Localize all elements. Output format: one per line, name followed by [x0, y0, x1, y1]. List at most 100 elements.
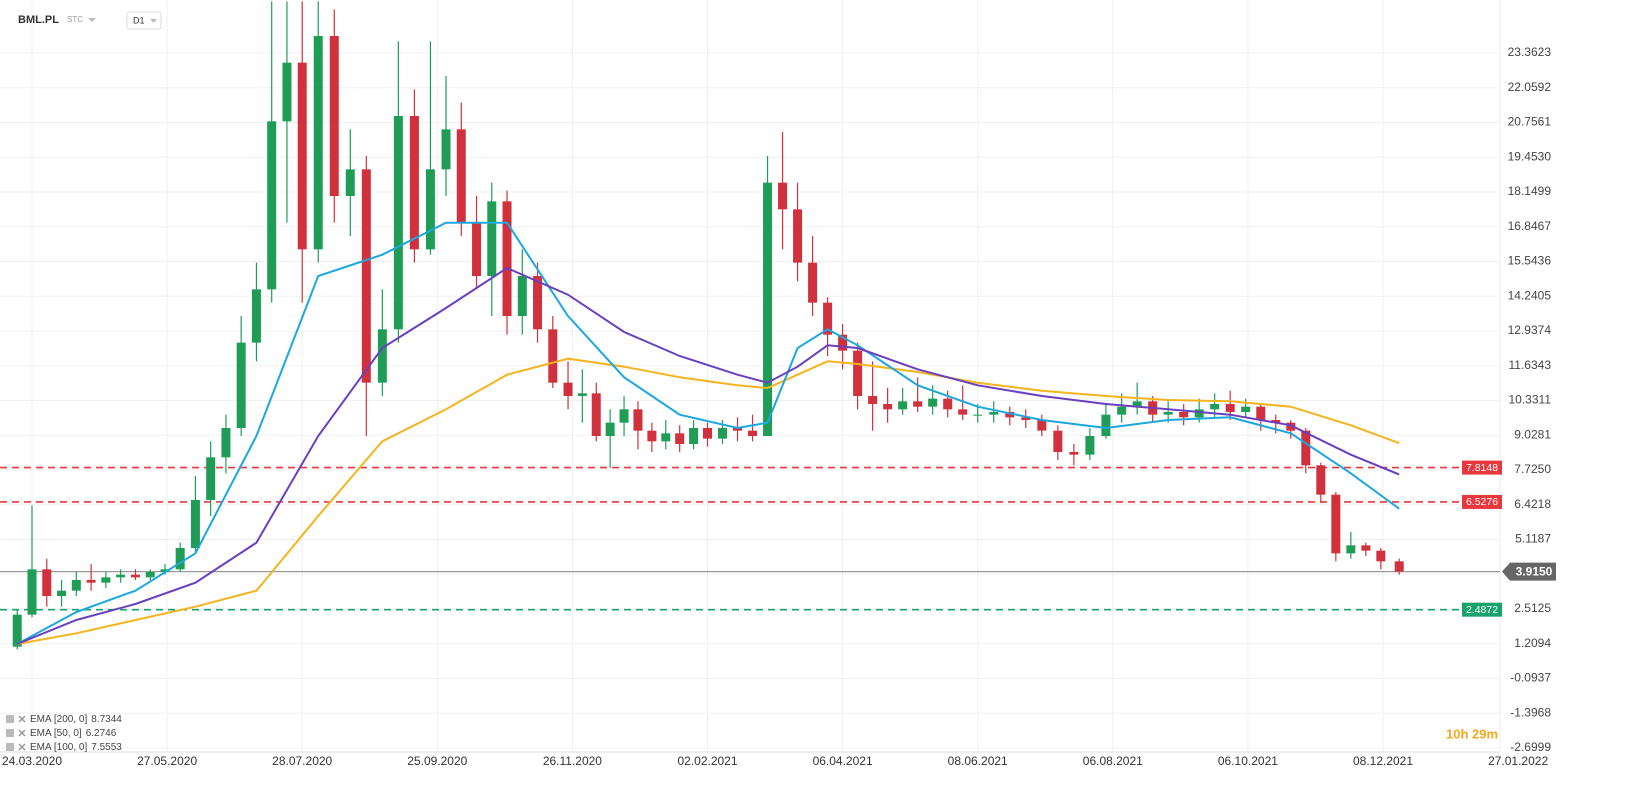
candle-body	[71, 580, 81, 591]
candle-body	[958, 409, 968, 415]
candle-body	[1346, 545, 1356, 554]
y-tick-label: 2.5125	[1514, 601, 1551, 615]
candle-body	[1132, 401, 1142, 407]
candle-body	[393, 116, 403, 330]
candle-body	[1394, 561, 1404, 572]
plot-area	[0, 1, 1500, 650]
candle-body	[748, 430, 758, 436]
legend-entry: EMA [200, 0] 8.7344	[30, 714, 122, 725]
candle-body	[943, 398, 953, 410]
candle-body	[533, 276, 543, 330]
market[interactable]: STC	[67, 15, 83, 24]
candle-body	[130, 574, 140, 578]
legend-close[interactable]	[18, 729, 26, 737]
candle-body	[633, 409, 643, 431]
x-tick-label: 26.11.2020	[543, 754, 602, 768]
y-tick-label: 15.5436	[1508, 254, 1552, 268]
x-tick-label: 25.09.2020	[407, 754, 467, 768]
candle-body	[487, 201, 497, 276]
candle-body	[808, 262, 818, 303]
legend-name: EMA [100, 0]	[30, 742, 87, 753]
y-tick-label: 20.7561	[1508, 115, 1552, 129]
level-label: 7.8148	[1466, 462, 1498, 474]
candle-body	[868, 396, 878, 404]
y-tick-label: 11.6343	[1509, 358, 1552, 372]
candle-body	[297, 62, 307, 250]
x-tick-label: 27.01.2022	[1488, 754, 1548, 768]
ema-line	[16, 221, 1400, 645]
y-tick-label: 22.0592	[1508, 80, 1552, 94]
legend-name: EMA [50, 0]	[30, 728, 82, 739]
candle-body	[27, 569, 37, 615]
candle-body	[1376, 550, 1386, 562]
x-tick-label: 28.07.2020	[272, 754, 332, 768]
candle-body	[1163, 412, 1173, 415]
candle-body	[1179, 412, 1189, 418]
candle-body	[1316, 465, 1326, 495]
x-tick-label: 08.06.2021	[948, 754, 1008, 768]
legend-entry: EMA [50, 0] 6.2746	[30, 728, 117, 739]
candle-body	[928, 398, 938, 407]
candle-body	[823, 302, 833, 335]
candle-body	[883, 404, 893, 410]
candle-body	[267, 121, 277, 290]
candle-body	[778, 182, 788, 210]
legend-close[interactable]	[18, 715, 26, 723]
legend-icon	[6, 729, 14, 737]
candle-body	[619, 409, 629, 423]
interval[interactable]: D1	[133, 15, 145, 25]
candle-body	[1331, 494, 1341, 554]
y-tick-label: 7.7250	[1514, 462, 1551, 476]
candle-body	[160, 569, 170, 572]
candle-body	[206, 457, 216, 500]
level-label: 6.5276	[1466, 496, 1498, 508]
candle-body	[329, 36, 339, 196]
candle-body	[973, 414, 983, 416]
level-label: 2.4872	[1466, 604, 1498, 616]
candle-body	[175, 548, 185, 570]
y-tick-label: 6.4218	[1514, 497, 1551, 511]
candle-body	[409, 116, 419, 250]
candle-body	[1194, 409, 1204, 418]
candle-body	[425, 169, 435, 250]
candle-body	[1117, 406, 1127, 415]
candle-body	[116, 574, 126, 578]
dropdown-arrow[interactable]	[150, 19, 157, 23]
candle-body	[101, 577, 111, 583]
candle-body	[1069, 452, 1079, 455]
interval-box[interactable]	[126, 11, 162, 30]
legend-value: 7.5553	[91, 742, 122, 753]
x-tick-label: 24.03.2020	[2, 754, 62, 768]
labels: -2.6999-1.3968-0.09371.20942.51253.81565…	[2, 45, 1556, 768]
candle-body	[1271, 420, 1281, 423]
candle-body	[456, 129, 466, 223]
candle-body	[689, 428, 699, 444]
candle-body	[989, 412, 999, 415]
candle-body	[548, 329, 558, 383]
countdown: 10h 29m	[1446, 726, 1498, 741]
candle-body	[1037, 420, 1047, 431]
candle-body	[345, 169, 355, 196]
candle-body	[1021, 417, 1031, 420]
candle-body	[577, 393, 587, 396]
candle-body	[1210, 404, 1220, 410]
candle-body	[763, 182, 773, 436]
y-tick-label: 10.3311	[1509, 393, 1552, 407]
candle-body	[647, 430, 657, 442]
level-label-box	[1462, 602, 1502, 617]
y-tick-label: 12.9374	[1508, 323, 1552, 337]
candle-body	[1005, 412, 1015, 418]
y-tick-label: 18.1499	[1508, 184, 1552, 198]
x-tick-label: 08.12.2021	[1353, 754, 1413, 768]
candle-body	[377, 329, 387, 383]
candle-body	[251, 289, 261, 343]
candle-body	[591, 393, 601, 436]
candle-body	[605, 422, 615, 436]
legend-close[interactable]	[18, 743, 26, 751]
candle-body	[1053, 430, 1063, 452]
legend-entry: EMA [100, 0] 7.5553	[30, 742, 122, 753]
y-tick-label: 5.1187	[1515, 532, 1551, 546]
dropdown-arrow[interactable]	[88, 18, 96, 22]
candle-body	[313, 36, 323, 250]
